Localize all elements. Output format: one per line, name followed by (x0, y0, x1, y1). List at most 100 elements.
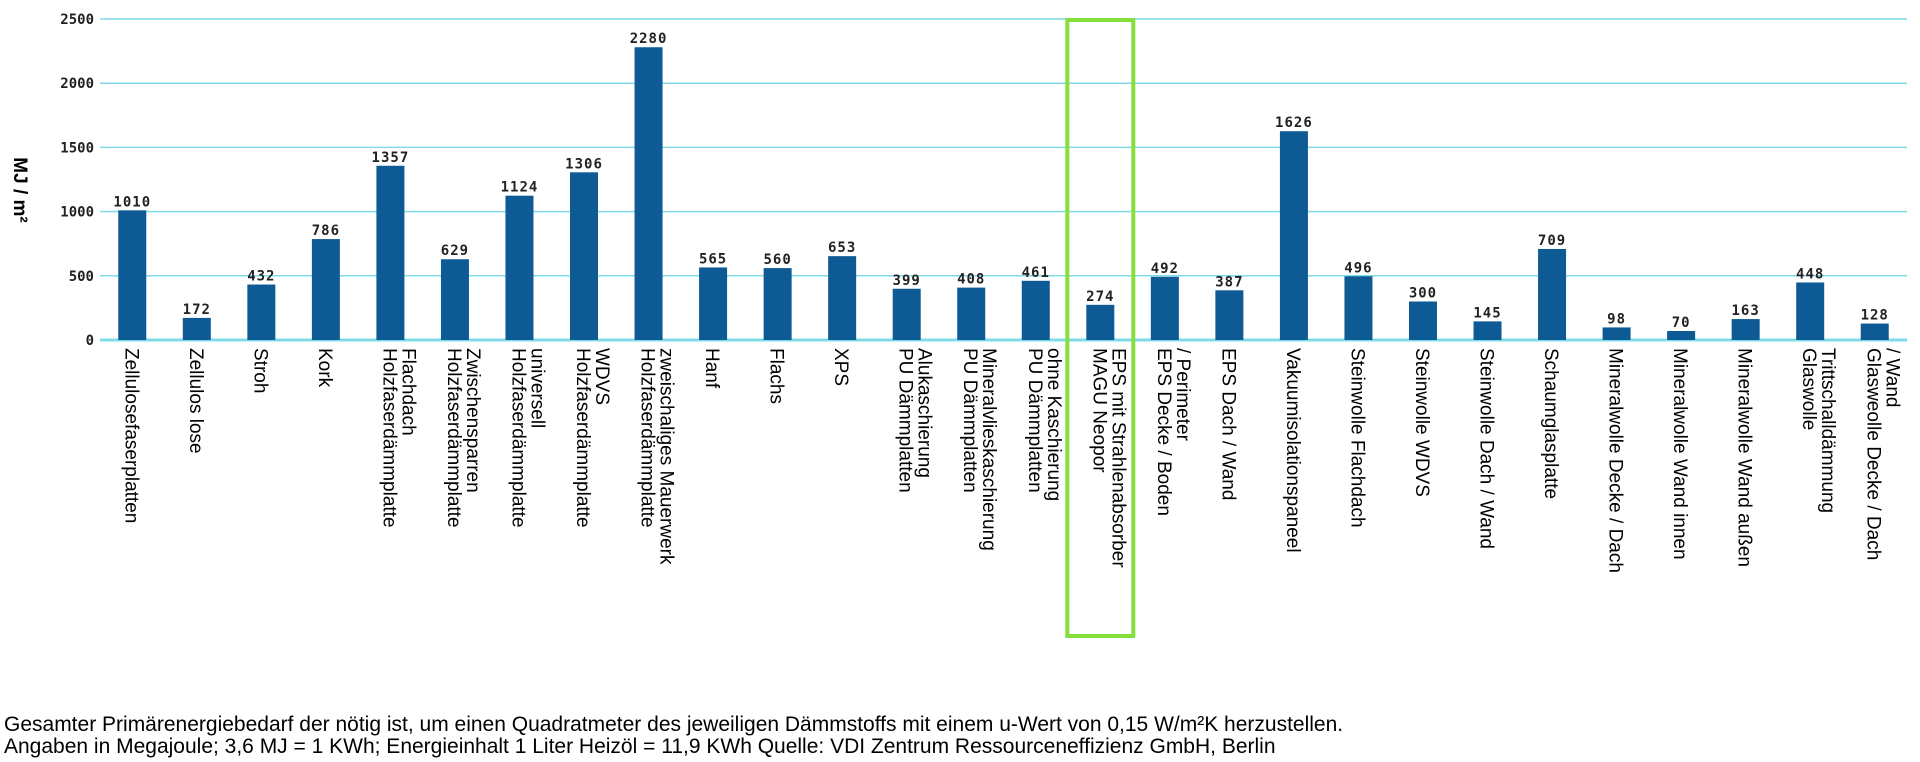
value-label: 786 (312, 223, 340, 239)
bar (1215, 290, 1244, 340)
category-labels: Zellulosefaserplatten Zellulos lose Stroh K… (120, 348, 1902, 573)
category-label-line: XPS (830, 348, 851, 386)
y-tick-label: 0 (86, 333, 94, 349)
category-label-line: Stroh (249, 348, 270, 393)
category-label-line: EPS Dach / Wand (1217, 348, 1238, 500)
category-label: Steinwolle Flachdach (1346, 348, 1367, 528)
bar-chart: 0 500 1000 1500 2000 2500 MJ / m² 1010 172 432 7… (9, 12, 1907, 638)
bar (1086, 304, 1115, 340)
category-label-line: Trittschalldämmung (1817, 348, 1838, 513)
category-label-line: Alukaschierung (914, 348, 935, 478)
category-label-line: ohne Kaschierung (1043, 348, 1064, 501)
bar (1796, 282, 1825, 340)
bar (634, 47, 663, 341)
category-label: Vakuumisolationspaneel (1282, 348, 1303, 553)
value-label: 408 (957, 272, 985, 288)
category-label-line: / Perimeter (1172, 348, 1193, 442)
category-label-line: Steinwolle WDVS (1411, 348, 1432, 497)
category-label-line: WDVS (591, 348, 612, 405)
category-label-line: Holzfaserdämmplatte (572, 348, 593, 528)
value-label: 448 (1796, 266, 1824, 282)
bar (311, 239, 340, 340)
value-label: 1626 (1275, 115, 1313, 131)
value-label: 145 (1473, 305, 1501, 321)
category-label-line: Vakuumisolationspaneel (1282, 348, 1303, 553)
value-label: 274 (1086, 289, 1114, 305)
category-label-line: Holzfaserdämmplatte (637, 348, 658, 528)
category-label-line: Zellulosefaserplatten (120, 348, 141, 523)
value-label: 300 (1409, 285, 1437, 301)
category-label: Mineralwolle Wand außen (1734, 348, 1755, 567)
bars (118, 47, 1889, 341)
bar (1021, 280, 1050, 340)
bar (440, 259, 469, 340)
y-tick-label: 500 (69, 269, 94, 285)
value-label: 2280 (630, 31, 668, 47)
bar (118, 210, 147, 340)
category-label-line: Steinwolle Dach / Wand (1476, 348, 1497, 549)
value-label: 128 (1861, 308, 1889, 324)
y-tick-label: 2500 (60, 12, 94, 28)
bar (1408, 301, 1437, 340)
value-label: 1010 (113, 194, 151, 210)
category-label: Mineralwolle Wand innen (1669, 348, 1690, 560)
category-label: Glasweolle Decke / Dach/ Wand (1863, 348, 1903, 560)
value-label: 98 (1607, 311, 1626, 327)
bar (570, 172, 599, 340)
category-label: Steinwolle WDVS (1411, 348, 1432, 497)
category-label-line: universell (526, 348, 547, 428)
bar (892, 288, 921, 340)
bar (1860, 323, 1889, 340)
bar (1538, 248, 1567, 340)
category-label: EPS Dach / Wand (1217, 348, 1238, 500)
bar (699, 267, 728, 340)
category-label: Schaumglasplatte (1540, 348, 1561, 499)
bar (1279, 131, 1308, 340)
category-label-line: Holzfaserdämmplatte (443, 348, 464, 528)
category-label: Zellulos lose (185, 348, 206, 454)
value-label: 629 (441, 243, 469, 259)
category-label: Kork (314, 348, 335, 388)
value-label: 560 (763, 252, 791, 268)
highlight-box (1065, 18, 1136, 638)
value-label: 1124 (501, 180, 539, 196)
value-label: 172 (183, 302, 211, 318)
footnote-line-1: Gesamter Primärenergiebedarf der nötig i… (4, 713, 1344, 736)
value-label: 432 (247, 269, 275, 285)
y-tick-label: 1500 (60, 140, 94, 156)
value-label: 461 (1022, 265, 1050, 281)
category-label-line: Zellulos lose (185, 348, 206, 454)
category-label: Flachs (766, 348, 787, 404)
category-label: XPS (830, 348, 851, 386)
category-label-line: PU Dämmplatten (1024, 348, 1045, 493)
value-label: 492 (1151, 261, 1179, 277)
bar (1602, 327, 1631, 340)
y-tick-labels: 0 500 1000 1500 2000 2500 (60, 12, 94, 349)
bar (828, 256, 857, 340)
category-label: EPS Decke / Boden/ Perimeter (1153, 348, 1193, 516)
category-label: Mineralwolle Decke / Dach (1605, 348, 1626, 573)
category-label: Zellulosefaserplatten (120, 348, 141, 523)
category-label-line: Mineralwolle Wand innen (1669, 348, 1690, 560)
category-label: Stroh (249, 348, 270, 393)
value-labels: 1010 172 432 786 1357 629 1124 1306 2280 565 560 65… (113, 31, 1889, 331)
category-label-line: zweischaliges Mauerwerk (656, 348, 677, 565)
bar (957, 287, 986, 340)
category-label-line: Flachdach (397, 348, 418, 436)
category-label-line: EPS mit Strahlenabsorber (1107, 348, 1128, 568)
value-label: 565 (699, 251, 727, 267)
category-label-line: Mineralwolle Decke / Dach (1605, 348, 1626, 573)
category-label-line: Holzfaserdämmplatte (507, 348, 528, 528)
bar (1731, 319, 1760, 340)
category-label-line: Glasweolle Decke / Dach (1863, 348, 1884, 560)
value-label: 163 (1732, 303, 1760, 319)
value-label: 399 (893, 273, 921, 289)
y-axis-label: MJ / m² (9, 157, 30, 222)
bar (1667, 331, 1696, 340)
